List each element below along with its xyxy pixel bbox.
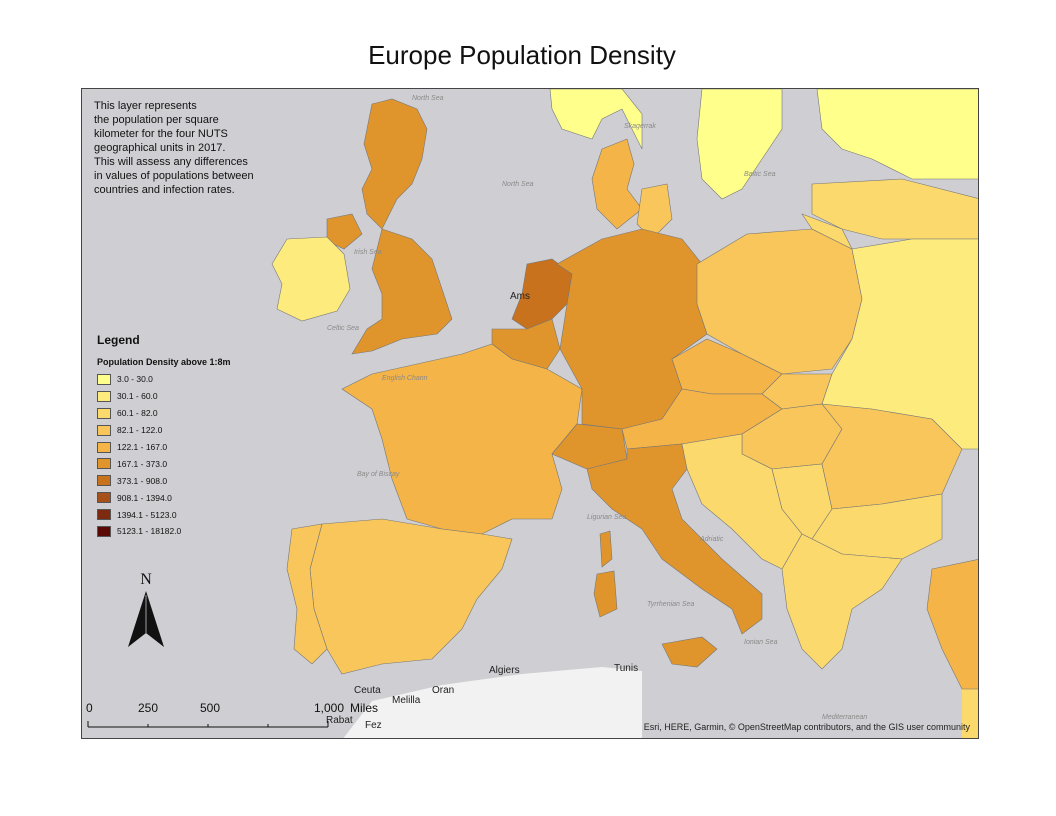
sea-label-english-channel: English Chann <box>382 375 428 382</box>
legend-row: 82.1 - 122.0 <box>97 422 231 439</box>
region-corsica[interactable] <box>599 530 613 568</box>
region-denmark[interactable] <box>591 138 643 230</box>
legend-row: 5123.1 - 18182.0 <box>97 523 231 540</box>
legend-title: Legend <box>97 333 140 347</box>
legend-label: 30.1 - 60.0 <box>117 391 158 402</box>
map-canvas[interactable] <box>82 89 979 739</box>
region-switzerland[interactable] <box>551 423 628 470</box>
region-france[interactable] <box>341 343 583 535</box>
region-ireland[interactable] <box>271 236 351 322</box>
legend-row: 167.1 - 373.0 <box>97 455 231 472</box>
legend-swatch <box>97 373 111 385</box>
city-label-rabat: Rabat <box>326 715 353 726</box>
legend-label: 908.1 - 1394.0 <box>117 492 172 503</box>
region-italy[interactable] <box>586 443 763 635</box>
region-finland[interactable] <box>816 89 979 180</box>
map-title: Europe Population Density <box>368 40 676 70</box>
scale-tick-500: 500 <box>200 701 221 715</box>
sea-label-ionian-sea: Ionian Sea <box>744 639 778 646</box>
north-arrow-icon <box>128 591 164 647</box>
legend-subtitle: Population Density above 1:8m <box>97 357 231 367</box>
scale-tick-1000: 1,000 <box>314 701 345 715</box>
region-sweden-south[interactable] <box>696 89 783 200</box>
scale-tick-250: 250 <box>138 701 159 715</box>
legend-label: 122.1 - 167.0 <box>117 442 168 452</box>
scale-unit: Miles <box>350 701 379 715</box>
legend-label: 5123.1 - 18182.0 <box>117 526 182 537</box>
legend-row: 373.1 - 908.0 <box>97 472 231 489</box>
legend-swatch <box>97 458 111 470</box>
legend-label: 373.1 - 908.0 <box>117 475 168 486</box>
legend-row: 1394.1 - 5123.0 <box>97 506 231 523</box>
legend-label: 60.1 - 82.0 <box>117 408 158 419</box>
scale-tick-0: 0 <box>86 701 93 715</box>
sea-label-north-sea-2: North Sea <box>502 181 534 188</box>
city-label-algiers: Algiers <box>489 665 520 676</box>
scale-bar: 0 250 500 1,000 Miles <box>82 701 442 737</box>
legend-swatch <box>97 390 111 402</box>
city-label-tunis: Tunis <box>614 663 639 674</box>
sea-label-adriatic: Adriatic <box>700 536 724 543</box>
region-scotland[interactable] <box>361 98 428 230</box>
region-norway-sweden[interactable] <box>549 89 643 150</box>
layer-description: This layer represents the population per… <box>94 100 254 196</box>
region-denmark-east[interactable] <box>636 183 673 240</box>
legend-label: 1394.1 - 5123.0 <box>117 509 177 520</box>
region-spain[interactable] <box>309 518 513 675</box>
scale-bar-graphic <box>87 721 329 728</box>
region-poland[interactable] <box>696 228 863 375</box>
legend-swatch <box>97 407 111 419</box>
city-label-oran: Oran <box>432 685 455 696</box>
legend-swatch <box>97 441 111 453</box>
legend: Legend Population Density above 1:8m 3.0… <box>97 333 231 540</box>
region-england[interactable] <box>351 228 453 355</box>
sea-label-mediterranean: Mediterranean <box>822 714 868 721</box>
legend-swatch <box>97 424 111 436</box>
legend-row: 60.1 - 82.0 <box>97 405 231 422</box>
legend-swatch <box>97 492 111 504</box>
city-label-ceuta: Ceuta <box>354 685 381 696</box>
region-turkey-west[interactable] <box>926 559 979 690</box>
map-attribution: Esri, HERE, Garmin, © OpenStreetMap cont… <box>643 722 970 732</box>
africa-land <box>343 667 642 738</box>
city-label-fez: Fez <box>365 720 382 731</box>
legend-class-list: 3.0 - 30.0 30.1 - 60.0 60.1 - 82.0 82.1 - 1… <box>97 371 231 540</box>
sea-label-bay-of-biscay: Bay of Biscay <box>357 471 400 478</box>
north-arrow-label: N <box>140 571 152 588</box>
sea-label-skagerrak: Skagerrak <box>624 123 656 130</box>
legend-label: 3.0 - 30.0 <box>117 374 153 385</box>
eastern-land <box>962 689 978 738</box>
sea-label-tyrrhenian-sea: Tyrrhenian Sea <box>647 601 695 608</box>
legend-swatch <box>97 525 111 537</box>
region-kaliningrad[interactable] <box>801 213 853 250</box>
legend-row: 908.1 - 1394.0 <box>97 489 231 506</box>
map-frame[interactable]: North Sea North Sea Skagerrak Baltic Sea… <box>81 88 979 739</box>
legend-label: 167.1 - 373.0 <box>117 458 168 469</box>
sea-label-ligurian-sea: Ligurian Sea <box>587 514 627 521</box>
legend-row: 3.0 - 30.0 <box>97 371 231 388</box>
sea-label-north-sea-1: North Sea <box>412 95 444 102</box>
legend-swatch <box>97 509 111 521</box>
sea-label-baltic-sea: Baltic Sea <box>744 171 776 178</box>
sea-label-celtic-sea: Celtic Sea <box>327 325 359 332</box>
city-label-amsterdam: Ams <box>510 291 530 302</box>
legend-swatch <box>97 475 111 487</box>
region-portugal[interactable] <box>286 523 328 665</box>
region-sardinia[interactable] <box>593 570 618 618</box>
region-ukraine[interactable] <box>821 238 979 450</box>
city-label-melilla: Melilla <box>392 695 421 706</box>
sea-label-irish-sea: Irish Sea <box>354 249 382 256</box>
legend-row: 30.1 - 60.0 <box>97 388 231 405</box>
legend-row: 122.1 - 167.0 <box>97 439 231 456</box>
region-greece[interactable] <box>781 533 903 670</box>
region-sicily[interactable] <box>661 636 718 668</box>
legend-label: 82.1 - 122.0 <box>117 425 163 436</box>
north-arrow: N <box>124 571 168 654</box>
